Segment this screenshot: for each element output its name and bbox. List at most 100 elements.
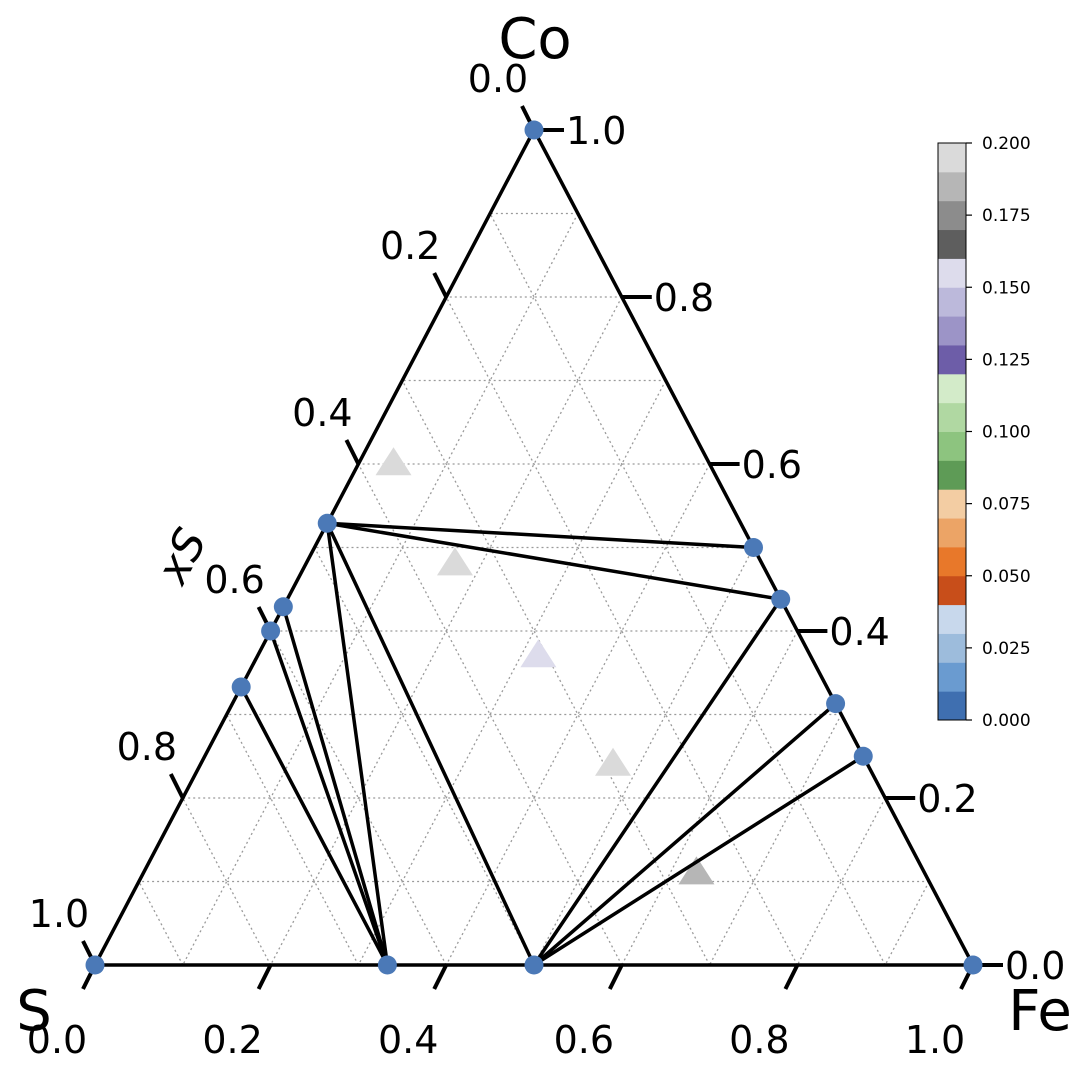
colorbar-segment [938, 229, 966, 259]
data-point [524, 120, 544, 140]
colorbar-tick-label: 0.050 [982, 567, 1031, 587]
colorbar-tick-label: 0.150 [982, 278, 1031, 298]
colorbar-tick-label: 0.175 [982, 206, 1031, 226]
tie-lines [239, 521, 865, 967]
tie-line [532, 701, 838, 967]
grid-line [226, 714, 359, 966]
colorbar-segment [938, 460, 966, 490]
colorbar-segment [938, 287, 966, 317]
colorbar-segment [938, 431, 966, 461]
tick-label-fe: 0.4 [378, 1018, 438, 1062]
corner-label-left: S [16, 979, 52, 1044]
data-point [826, 694, 846, 714]
colorbar-tick-label: 0.200 [982, 134, 1031, 154]
tick-label-co: 0.2 [917, 777, 977, 821]
data-point [377, 955, 397, 975]
tick-label-s: 0.6 [204, 558, 264, 602]
grid-line [182, 797, 272, 966]
tick-mark [432, 964, 448, 990]
triangle-marker [436, 547, 473, 576]
colorbar-segment [938, 316, 966, 346]
colorbar-segment [938, 518, 966, 548]
tie-line [325, 521, 390, 967]
grid-line [182, 213, 579, 966]
colorbar-segment [938, 489, 966, 519]
tie-line [281, 605, 390, 967]
tie-line [532, 754, 865, 967]
colorbar-segment [938, 402, 966, 432]
tie-line [325, 521, 783, 602]
grid-line [796, 797, 886, 966]
colorbar-segment [938, 575, 966, 606]
grid-line [709, 714, 842, 966]
grid-line [313, 547, 535, 966]
tick-mark [344, 439, 361, 465]
grid-line [489, 213, 886, 966]
data-point [524, 955, 544, 975]
colorbar-segment [938, 691, 966, 721]
tick-mark [256, 964, 273, 990]
colorbar-tick-label: 0.000 [982, 711, 1031, 731]
triangle-markers [375, 447, 715, 885]
colorbar-segment [938, 662, 966, 692]
tick-mark [783, 964, 800, 990]
grid-line [445, 463, 711, 966]
data-points [85, 120, 983, 975]
corner-label-top: Co [498, 7, 571, 72]
tick-mark [432, 272, 448, 298]
tick-label-co: 0.0 [1005, 944, 1065, 988]
data-point [744, 538, 763, 557]
ternary-outline [92, 126, 976, 967]
tick-mark [608, 964, 624, 990]
tick-label-s: 0.0 [468, 57, 528, 101]
grid-line [884, 881, 930, 966]
tie-line [239, 685, 390, 967]
tick-label-fe: 0.8 [729, 1018, 789, 1062]
grid-line [138, 881, 184, 966]
tie-line [532, 597, 783, 967]
tick-label-co: 0.4 [829, 610, 889, 654]
colorbar-tick-label: 0.025 [982, 639, 1031, 659]
tick-label-s: 0.4 [292, 391, 352, 435]
data-point [85, 955, 105, 975]
tie-line [325, 521, 756, 550]
tick-mark [169, 773, 185, 799]
grid-line [445, 296, 798, 966]
tie-line [268, 629, 390, 967]
data-point [963, 955, 983, 975]
grid-line [357, 380, 667, 966]
tick-label-fe: 1.0 [905, 1018, 965, 1062]
colorbar-segment [938, 373, 966, 404]
colorbar-segment [938, 258, 966, 288]
tick-label-fe: 0.2 [202, 1018, 262, 1062]
colorbar-tick-label: 0.100 [982, 423, 1031, 443]
triangle-marker [678, 856, 715, 885]
colorbar-tick-label: 0.075 [982, 495, 1031, 515]
grid-line [533, 547, 755, 966]
tick-label-co: 0.8 [654, 276, 714, 320]
colorbar-segment [938, 171, 966, 202]
colorbar-segment [938, 546, 966, 577]
tie-line [325, 521, 536, 967]
colorbar-segment [938, 604, 966, 634]
grid-line [270, 296, 623, 966]
colorbar: 0.000 0.025 0.050 0.075 0.100 0.125 0.150 0.175… [937, 134, 1031, 731]
data-point [853, 746, 873, 766]
tick-label-s: 0.8 [117, 725, 177, 769]
triangle-marker [595, 747, 632, 776]
data-point [261, 621, 281, 641]
data-point [273, 597, 293, 617]
colorbar-segment [938, 633, 966, 663]
colorbar-segment [938, 200, 966, 231]
tick-label-fe: 0.6 [554, 1018, 614, 1062]
data-point [771, 589, 791, 609]
data-point [317, 513, 337, 533]
triangle-marker [375, 447, 412, 476]
triangle-marker [520, 639, 557, 668]
tick-label-s: 0.2 [380, 224, 440, 268]
colorbar-segment [938, 344, 966, 375]
tick-label-co: 0.6 [742, 443, 802, 487]
tick-label-fe: 0.0 [27, 1018, 87, 1062]
tick-label-co: 1.0 [566, 109, 626, 153]
corner-label-right: Fe [1008, 979, 1072, 1044]
